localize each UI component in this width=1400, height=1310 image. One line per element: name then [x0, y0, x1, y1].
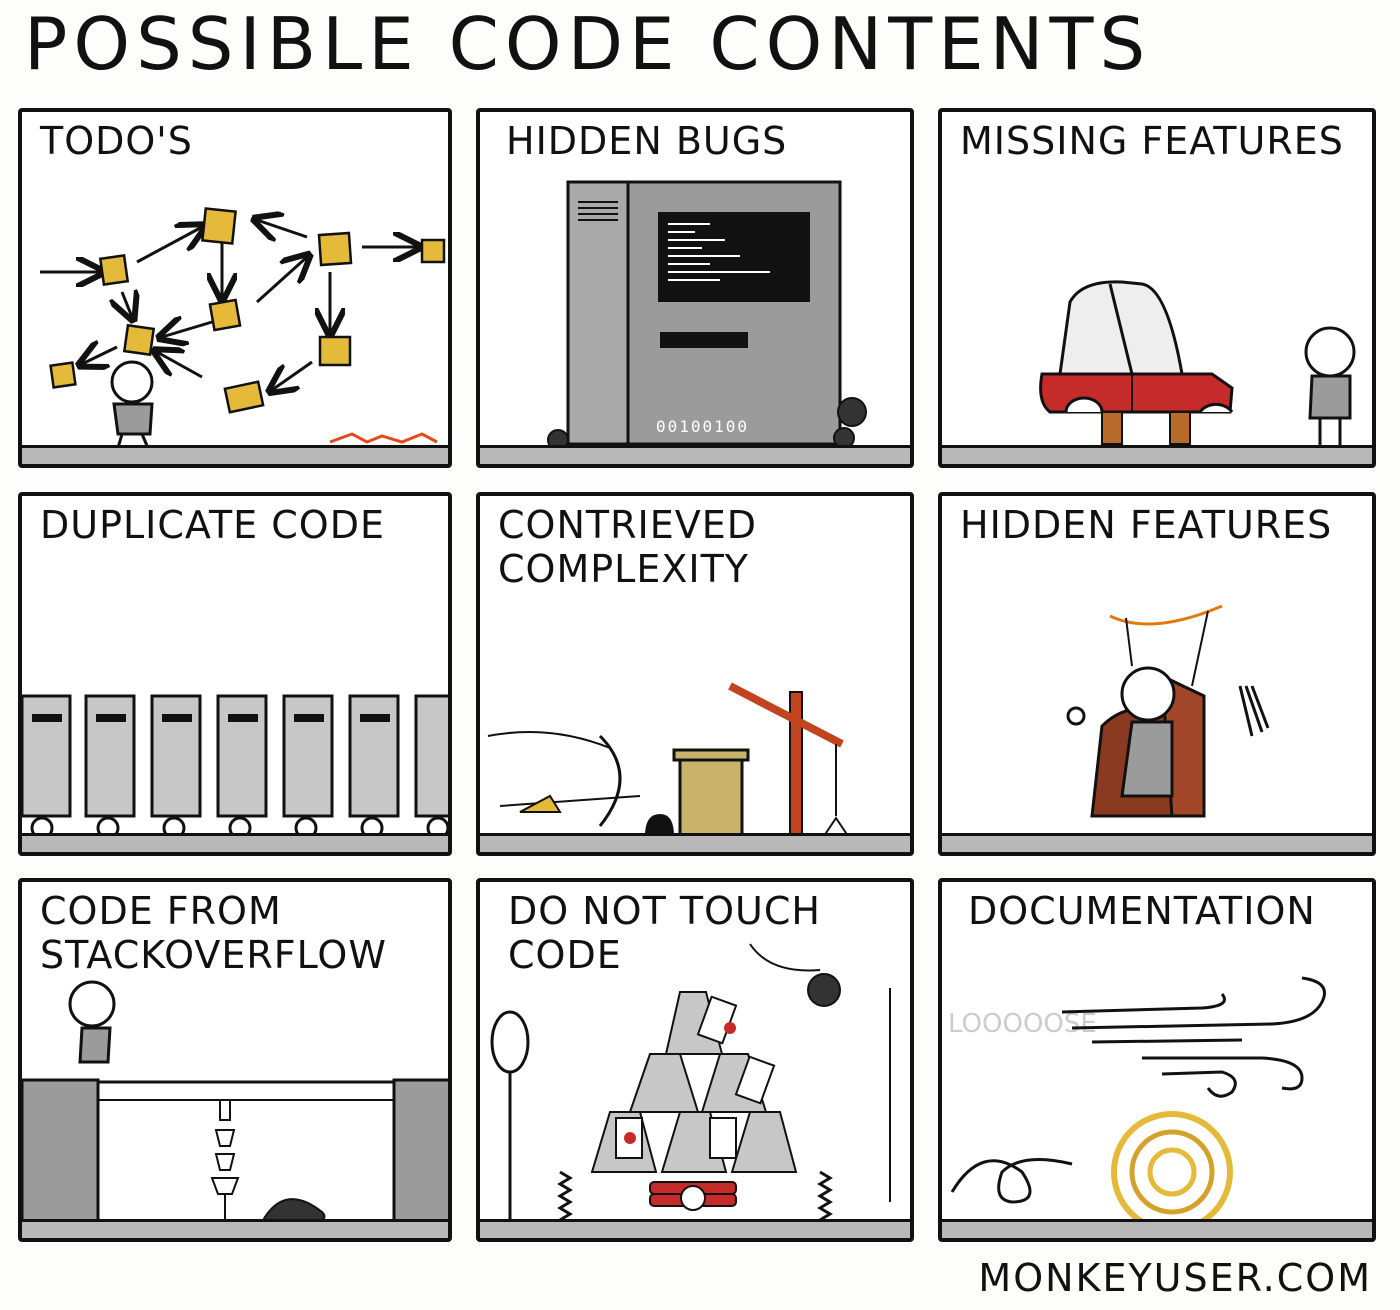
- site-credit: MONKEYUSER.COM: [978, 1256, 1372, 1300]
- panel-hidden-features: HIDDEN FEATURES: [938, 492, 1376, 856]
- ground: [942, 1219, 1372, 1238]
- panel-label: TODO'S: [40, 119, 193, 163]
- panel-label: CONTRIEVED COMPLEXITY: [498, 503, 757, 591]
- ground: [22, 1219, 448, 1238]
- ground: [942, 445, 1372, 464]
- panel-label: CODE FROM STACKOVERFLOW: [40, 889, 387, 977]
- panel-code-from-stackoverflow: CODE FROM STACKOVERFLOW: [18, 878, 452, 1242]
- panel-label: HIDDEN FEATURES: [960, 503, 1333, 547]
- wind-sound-text: LOOOOOSE: [948, 1009, 1097, 1039]
- panel-contrieved-complexity: CONTRIEVED COMPLEXITY: [476, 492, 914, 856]
- ground: [480, 445, 910, 464]
- massage-chair-illustration: [1066, 604, 1270, 818]
- rube-goldberg-illustration: [487, 682, 850, 842]
- stackoverflow-illustration: [22, 980, 448, 1232]
- car-illustration: [1039, 280, 1356, 448]
- panel-label: HIDDEN BUGS: [506, 119, 788, 163]
- ground: [22, 833, 448, 852]
- house-of-cards-illustration: [490, 943, 891, 1224]
- todo-graph-illustration: [40, 207, 446, 449]
- panel-do-not-touch-code: DO NOT TOUCH CODE: [476, 878, 914, 1242]
- ground: [480, 1219, 910, 1238]
- tumbleweed-illustration: LOOOOOSE: [948, 976, 1326, 1233]
- ground: [22, 445, 448, 464]
- panel-missing-features: MISSING FEATURES: [938, 108, 1376, 468]
- comic-title: POSSIBLE CODE CONTENTS: [24, 2, 1152, 86]
- ground: [942, 833, 1372, 852]
- binary-label: 00100100: [656, 417, 749, 436]
- server-illustration: 00100100: [547, 180, 867, 451]
- panel-hidden-bugs: HIDDEN BUGS 00100100: [476, 108, 914, 468]
- ground: [480, 833, 910, 852]
- panel-duplicate-code: DUPLICATE CODE: [18, 492, 452, 856]
- panel-documentation: DOCUMENTATION LOOOOOSE: [938, 878, 1376, 1242]
- panel-label: DO NOT TOUCH CODE: [508, 889, 821, 977]
- panel-label: DOCUMENTATION: [968, 889, 1316, 933]
- panel-label: DUPLICATE CODE: [40, 503, 385, 547]
- panel-todos: TODO'S: [18, 108, 452, 468]
- panel-label: MISSING FEATURES: [960, 119, 1344, 163]
- duplicate-servers-illustration: [22, 694, 448, 840]
